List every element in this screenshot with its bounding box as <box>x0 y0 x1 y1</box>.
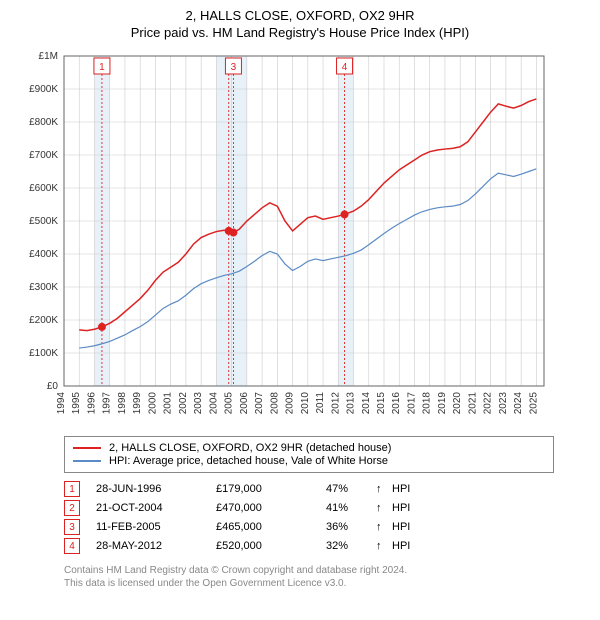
transaction-date: 21-OCT-2004 <box>96 502 216 514</box>
svg-text:1997: 1997 <box>102 392 113 415</box>
svg-text:£200K: £200K <box>29 315 58 326</box>
svg-text:2014: 2014 <box>361 392 372 415</box>
svg-text:2020: 2020 <box>452 392 463 415</box>
svg-text:£800K: £800K <box>29 117 58 128</box>
legend-swatch-property <box>73 447 101 449</box>
svg-text:2007: 2007 <box>254 392 265 415</box>
svg-text:£1M: £1M <box>39 51 58 62</box>
transaction-pct: 41% <box>326 502 376 514</box>
transaction-price: £179,000 <box>216 483 326 495</box>
transaction-suffix: HPI <box>392 483 410 495</box>
legend-box: 2, HALLS CLOSE, OXFORD, OX2 9HR (detache… <box>64 436 554 473</box>
svg-text:2008: 2008 <box>269 392 280 415</box>
transaction-suffix: HPI <box>392 521 410 533</box>
up-arrow-icon: ↑ <box>376 521 392 533</box>
transaction-row: 1 28-JUN-1996£179,00047%↑HPI <box>64 481 588 497</box>
transaction-suffix: HPI <box>392 540 410 552</box>
transaction-price: £465,000 <box>216 521 326 533</box>
transaction-badge: 3 <box>64 519 80 535</box>
title-line-1: 2, HALLS CLOSE, OXFORD, OX2 9HR <box>12 8 588 23</box>
svg-text:2015: 2015 <box>376 392 387 415</box>
svg-text:£600K: £600K <box>29 183 58 194</box>
svg-text:2009: 2009 <box>285 392 296 415</box>
line-chart: £0 £100K £200K £300K £400K £500K £600K £700K £80… <box>12 48 552 428</box>
svg-text:£0: £0 <box>47 381 59 392</box>
svg-text:2019: 2019 <box>437 392 448 415</box>
svg-text:2001: 2001 <box>163 392 174 415</box>
svg-text:2000: 2000 <box>147 392 158 415</box>
svg-text:2013: 2013 <box>346 392 357 415</box>
svg-text:£900K: £900K <box>29 84 58 95</box>
svg-text:2017: 2017 <box>406 392 417 415</box>
svg-text:£300K: £300K <box>29 282 58 293</box>
svg-text:1995: 1995 <box>71 392 82 415</box>
svg-text:1999: 1999 <box>132 392 143 415</box>
svg-text:2025: 2025 <box>528 392 539 415</box>
transaction-pct: 47% <box>326 483 376 495</box>
svg-text:2016: 2016 <box>391 392 402 415</box>
svg-text:2002: 2002 <box>178 392 189 415</box>
transaction-date: 28-MAY-2012 <box>96 540 216 552</box>
svg-text:2010: 2010 <box>300 392 311 415</box>
svg-text:2021: 2021 <box>467 392 478 415</box>
transaction-pct: 32% <box>326 540 376 552</box>
chart-container: 2, HALLS CLOSE, OXFORD, OX2 9HR Price pa… <box>0 0 600 598</box>
svg-text:2018: 2018 <box>422 392 433 415</box>
svg-text:2024: 2024 <box>513 392 524 415</box>
legend-swatch-hpi <box>73 460 101 462</box>
transaction-date: 28-JUN-1996 <box>96 483 216 495</box>
svg-text:1: 1 <box>99 62 105 73</box>
svg-text:£100K: £100K <box>29 348 58 359</box>
legend-label-property: 2, HALLS CLOSE, OXFORD, OX2 9HR (detache… <box>109 442 391 454</box>
transaction-pct: 36% <box>326 521 376 533</box>
svg-text:£500K: £500K <box>29 216 58 227</box>
transaction-badge: 4 <box>64 538 80 554</box>
footer-line-2: This data is licensed under the Open Gov… <box>64 577 588 590</box>
transaction-badge: 2 <box>64 500 80 516</box>
transaction-price: £520,000 <box>216 540 326 552</box>
title-line-2: Price paid vs. HM Land Registry's House … <box>12 25 588 40</box>
svg-text:2011: 2011 <box>315 392 326 414</box>
svg-text:2003: 2003 <box>193 392 204 415</box>
up-arrow-icon: ↑ <box>376 540 392 552</box>
svg-text:£700K: £700K <box>29 150 58 161</box>
transactions-table: 128-JUN-1996£179,00047%↑HPI221-OCT-2004£… <box>64 481 588 554</box>
svg-text:2005: 2005 <box>224 392 235 415</box>
legend-label-hpi: HPI: Average price, detached house, Vale… <box>109 455 388 467</box>
svg-text:4: 4 <box>342 62 348 73</box>
svg-text:1996: 1996 <box>86 392 97 415</box>
transaction-row: 4 28-MAY-2012£520,00032%↑HPI <box>64 538 588 554</box>
transaction-date: 11-FEB-2005 <box>96 521 216 533</box>
chart-area: £0 £100K £200K £300K £400K £500K £600K £700K £80… <box>12 48 588 428</box>
legend-row-property: 2, HALLS CLOSE, OXFORD, OX2 9HR (detache… <box>73 442 545 454</box>
svg-text:2022: 2022 <box>483 392 494 415</box>
transaction-price: £470,000 <box>216 502 326 514</box>
svg-text:2006: 2006 <box>239 392 250 415</box>
footer-line-1: Contains HM Land Registry data © Crown c… <box>64 564 588 577</box>
legend-row-hpi: HPI: Average price, detached house, Vale… <box>73 455 545 467</box>
transaction-badge: 1 <box>64 481 80 497</box>
transaction-row: 2 21-OCT-2004£470,00041%↑HPI <box>64 500 588 516</box>
svg-text:2023: 2023 <box>498 392 509 415</box>
svg-text:2012: 2012 <box>330 392 341 415</box>
svg-text:£400K: £400K <box>29 249 58 260</box>
svg-text:3: 3 <box>231 62 237 73</box>
svg-text:2004: 2004 <box>208 392 219 415</box>
transaction-row: 3 11-FEB-2005£465,00036%↑HPI <box>64 519 588 535</box>
up-arrow-icon: ↑ <box>376 483 392 495</box>
svg-text:1994: 1994 <box>56 392 67 415</box>
svg-text:1998: 1998 <box>117 392 128 415</box>
up-arrow-icon: ↑ <box>376 502 392 514</box>
transaction-suffix: HPI <box>392 502 410 514</box>
footer-attribution: Contains HM Land Registry data © Crown c… <box>64 564 588 590</box>
